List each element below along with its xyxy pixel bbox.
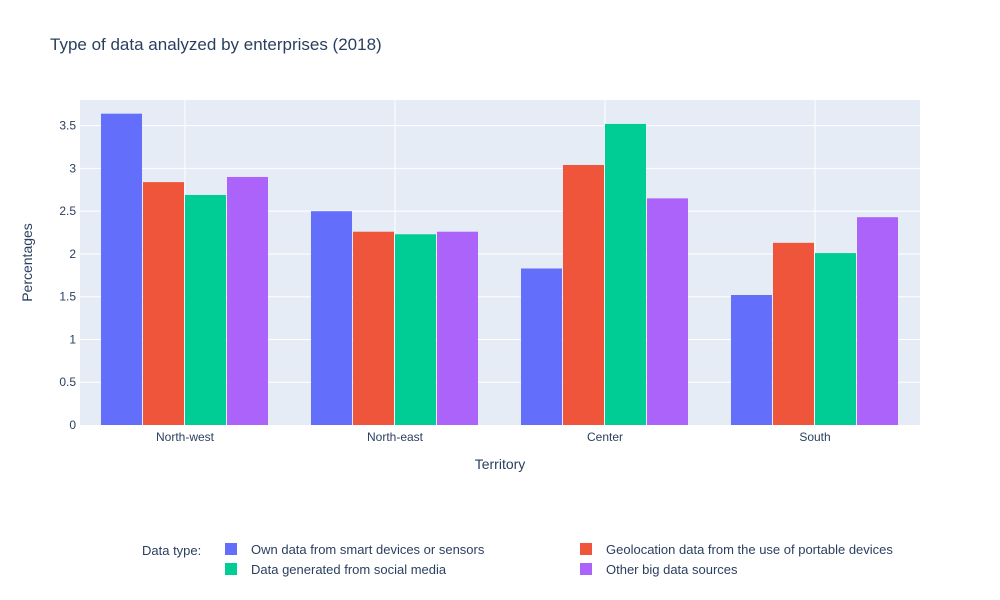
bars bbox=[101, 113, 898, 426]
bar bbox=[395, 234, 436, 425]
bar bbox=[731, 295, 772, 425]
bar bbox=[437, 231, 478, 425]
y-axis-ticks: 0 0.5 1 1.5 2 2.5 3 3.5 bbox=[59, 119, 76, 432]
x-tick-label: South bbox=[799, 430, 830, 444]
legend: Data type: Own data from smart devices o… bbox=[142, 542, 893, 577]
y-tick-label: 1.5 bbox=[59, 290, 76, 304]
y-tick-label: 1 bbox=[69, 332, 76, 346]
bar bbox=[563, 165, 604, 425]
legend-entry: Other big data sources bbox=[606, 562, 738, 577]
x-tick-label: North-east bbox=[367, 430, 424, 444]
x-axis-title: Territory bbox=[475, 456, 526, 472]
y-tick-label: 0 bbox=[69, 418, 76, 432]
y-tick-label: 2 bbox=[69, 247, 76, 261]
bar bbox=[143, 182, 184, 425]
bar bbox=[521, 268, 562, 425]
bar bbox=[353, 231, 394, 425]
chart-title: Type of data analyzed by enterprises (20… bbox=[50, 35, 382, 54]
x-tick-label: Center bbox=[587, 430, 623, 444]
legend-entry: Geolocation data from the use of portabl… bbox=[606, 542, 893, 557]
y-axis-title: Percentages bbox=[19, 223, 35, 302]
x-tick-label: North-west bbox=[156, 430, 215, 444]
bar bbox=[815, 253, 856, 425]
y-tick-label: 3.5 bbox=[59, 119, 76, 133]
legend-swatch bbox=[580, 563, 592, 575]
bar bbox=[647, 198, 688, 425]
legend-swatch bbox=[580, 543, 592, 555]
bar bbox=[857, 217, 898, 425]
x-axis-ticks: North-west North-east Center South bbox=[156, 430, 831, 444]
bar bbox=[227, 176, 268, 425]
bar bbox=[185, 194, 226, 425]
y-tick-label: 0.5 bbox=[59, 375, 76, 389]
legend-swatch bbox=[225, 563, 237, 575]
y-tick-label: 2.5 bbox=[59, 204, 76, 218]
legend-title: Data type: bbox=[142, 543, 201, 558]
y-tick-label: 3 bbox=[69, 161, 76, 175]
legend-entry: Own data from smart devices or sensors bbox=[251, 542, 485, 557]
legend-swatch bbox=[225, 543, 237, 555]
bar bbox=[101, 113, 142, 426]
legend-entry: Data generated from social media bbox=[251, 562, 447, 577]
bar bbox=[773, 242, 814, 425]
bar bbox=[605, 123, 646, 426]
bar bbox=[311, 211, 352, 425]
